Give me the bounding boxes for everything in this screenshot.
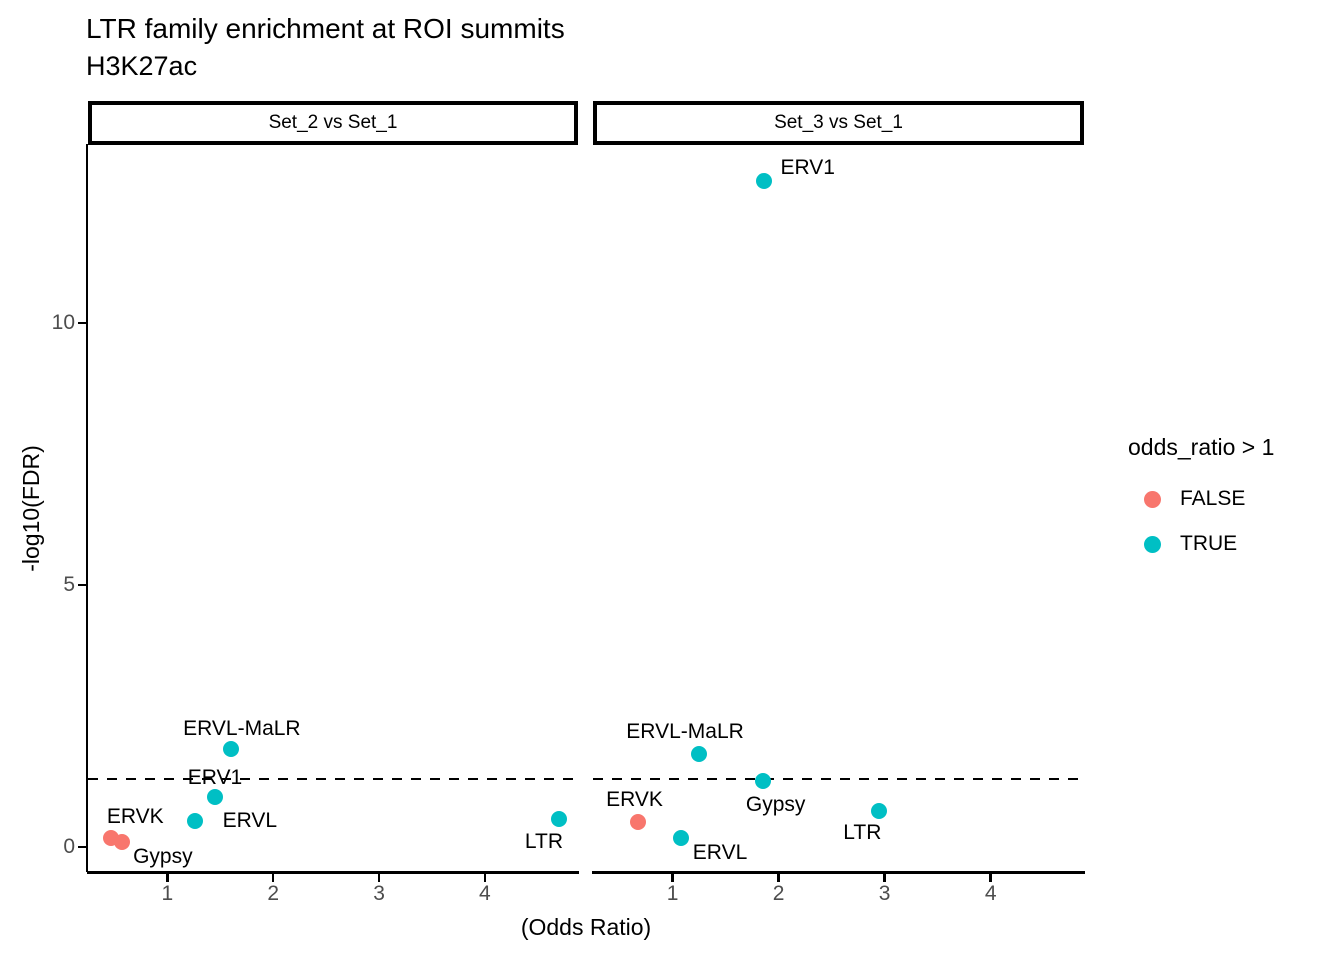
legend-item-false: FALSE: [1128, 485, 1274, 513]
legend-true-dot-icon: [1144, 535, 1161, 553]
x-tick-label: 2: [772, 882, 785, 905]
x-axis-title: (Odds Ratio): [520, 914, 652, 940]
legend-item-true: TRUE: [1128, 530, 1274, 558]
x-tick: [166, 873, 169, 882]
plot-subtitle: H3K27ac: [86, 51, 198, 81]
facet-panel-set2-vs-set1: [88, 145, 578, 871]
legend-false-dot-icon: [1144, 490, 1161, 508]
facet-strip-set2-vs-set1: Set_2 vs Set_1: [88, 101, 578, 145]
x-tick: [883, 873, 886, 882]
facet-strip-set3-vs-set1: Set_3 vs Set_1: [593, 101, 1084, 145]
facet-strip-label: Set_2 vs Set_1: [268, 112, 398, 133]
x-tick-label: 3: [373, 882, 385, 905]
x-tick: [989, 873, 992, 882]
y-tick: [78, 583, 86, 587]
legend: odds_ratio > 1 FALSE TRUE: [1128, 434, 1274, 575]
x-tick: [671, 873, 674, 882]
x-tick: [483, 873, 487, 882]
x-axis-line: [87, 871, 579, 874]
x-tick: [777, 873, 780, 882]
x-tick-label: 4: [479, 882, 491, 905]
x-tick-label: 3: [878, 882, 891, 905]
x-tick-label: 1: [161, 882, 174, 905]
x-tick: [271, 873, 275, 882]
y-tick: [78, 845, 86, 849]
x-axis-line: [592, 871, 1085, 874]
x-tick: [377, 873, 381, 882]
facet-strip-label: Set_3 vs Set_1: [774, 112, 903, 133]
y-tick: [78, 321, 86, 325]
plot-title: LTR family enrichment at ROI summits: [86, 13, 565, 44]
x-tick-label: 2: [267, 882, 280, 905]
y-axis-title: -log10(FDR): [17, 444, 44, 572]
x-tick-label: 1: [666, 882, 679, 905]
x-tick-label: 4: [984, 882, 997, 905]
legend-title: odds_ratio > 1: [1128, 434, 1275, 460]
facet-panel-set3-vs-set1: [593, 145, 1084, 871]
